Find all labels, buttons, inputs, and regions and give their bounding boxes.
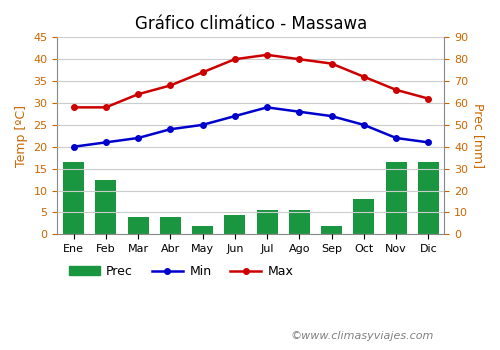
Bar: [192, 225, 213, 234]
Bar: [418, 162, 439, 234]
Bar: [354, 199, 374, 234]
Bar: [160, 217, 181, 234]
Bar: [96, 180, 116, 234]
Text: ©www.climasyviajes.com: ©www.climasyviajes.com: [290, 331, 434, 341]
Bar: [256, 210, 278, 234]
Y-axis label: Prec [mm]: Prec [mm]: [472, 103, 485, 168]
Bar: [321, 225, 342, 234]
Title: Gráfico climático - Massawa: Gráfico climático - Massawa: [135, 15, 367, 33]
Bar: [386, 162, 406, 234]
Bar: [63, 162, 84, 234]
Y-axis label: Temp [ºC]: Temp [ºC]: [15, 105, 28, 167]
Bar: [128, 217, 148, 234]
Bar: [224, 215, 246, 234]
Bar: [289, 210, 310, 234]
Legend: Prec, Min, Max: Prec, Min, Max: [64, 260, 298, 283]
